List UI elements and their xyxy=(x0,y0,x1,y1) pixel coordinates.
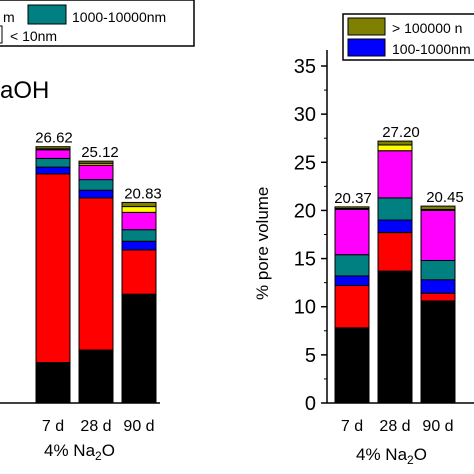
left-bar-1-seg-6 xyxy=(78,160,114,164)
right-y-tick-label-3: 15 xyxy=(294,249,316,271)
right-total-label-1: 27.20 xyxy=(382,124,420,141)
right-bar-0-seg-6 xyxy=(334,206,370,210)
left-total-label-1: 25.12 xyxy=(81,144,119,161)
right-legend-swatch-100-1000 xyxy=(347,38,386,57)
right-bar-1-seg-5 xyxy=(377,144,413,152)
right-legend-label-1: > 100000 n xyxy=(392,20,462,36)
left-bar-2-seg-6 xyxy=(121,201,157,208)
left-x-axis-label: 4% Na2O xyxy=(44,441,115,463)
right-bar-1-seg-4 xyxy=(377,150,413,199)
left-x-tick-2: 90 d xyxy=(123,418,154,435)
left-x-tick-labels: 7 d 28 d 90 d xyxy=(42,418,155,435)
right-bar-0-seg-1 xyxy=(334,285,370,329)
right-total-label-2: 20.45 xyxy=(426,189,464,206)
right-y-tick-label-5: 25 xyxy=(294,152,316,174)
right-y-tick-label-1: 5 xyxy=(305,345,316,367)
left-legend-swatch-1000-10000 xyxy=(27,4,67,25)
right-y-tick-label-6: 30 xyxy=(294,104,316,126)
right-bar-1-seg-6 xyxy=(377,140,413,146)
left-bar-0-seg-1 xyxy=(35,173,71,364)
right-bar-2-seg-0 xyxy=(420,300,456,404)
left-total-label-2: 20.83 xyxy=(124,185,162,202)
right-bar-1-seg-0 xyxy=(377,270,413,404)
right-x-tick-2: 90 d xyxy=(422,418,453,435)
left-legend-swatch-lt10 xyxy=(0,25,3,44)
left-bar-1-seg-4 xyxy=(78,164,114,181)
right-legend: > 100000 n 100-1000nm xyxy=(342,13,474,61)
right-bar-0-seg-0 xyxy=(334,327,370,404)
left-bar-0-seg-3 xyxy=(35,157,71,168)
left-bar-1-seg-3 xyxy=(78,179,114,191)
left-legend-label-3: < 10nm xyxy=(10,28,57,44)
left-bar-2-seg-3 xyxy=(121,229,157,242)
left-x-tick-0: 7 d xyxy=(42,418,64,435)
right-y-axis: 0 5 10 15 20 25 30 35 xyxy=(294,50,474,415)
left-bar-2-seg-5 xyxy=(121,206,157,213)
left-bars xyxy=(35,146,157,404)
left-legend: m 1000-10000nm < 10nm xyxy=(0,0,195,47)
right-bar-0-seg-3 xyxy=(334,254,370,277)
right-bar-2-seg-3 xyxy=(420,259,456,281)
right-bar-1-seg-2 xyxy=(377,219,413,234)
left-bar-2-seg-0 xyxy=(121,293,157,404)
left-panel-title: aOH xyxy=(0,77,49,104)
right-y-tick-label-2: 10 xyxy=(294,297,316,319)
right-bar-0-seg-2 xyxy=(334,275,370,287)
right-y-tick-label-7: 35 xyxy=(294,56,316,78)
right-bar-2-seg-6 xyxy=(420,205,456,210)
left-legend-label-2: 1000-10000nm xyxy=(72,9,166,25)
left-bar-2-seg-4 xyxy=(121,211,157,231)
left-bar-0-seg-4 xyxy=(35,149,71,159)
left-x-tick-1: 28 d xyxy=(80,418,111,435)
right-x-tick-0: 7 d xyxy=(341,418,363,435)
right-y-tick-label-4: 20 xyxy=(294,200,316,222)
left-total-labels: 26.62 25.12 20.83 xyxy=(35,130,162,203)
left-bar-1-seg-0 xyxy=(78,349,114,404)
right-bar-0-seg-4 xyxy=(334,208,370,256)
left-bar-1-seg-1 xyxy=(78,197,114,351)
left-bar-0-seg-0 xyxy=(35,362,71,404)
right-x-tick-labels: 7 d 28 d 90 d xyxy=(341,418,454,435)
right-bar-2-seg-1 xyxy=(420,292,456,302)
right-legend-label-2: 100-1000nm xyxy=(392,41,471,57)
left-bar-0-seg-2 xyxy=(35,166,71,175)
right-total-labels: 20.37 27.20 20.45 xyxy=(334,124,464,207)
left-bar-0-seg-6 xyxy=(35,146,71,150)
left-bar-1-seg-2 xyxy=(78,189,114,199)
right-bar-2-seg-2 xyxy=(420,279,456,294)
right-bar-1-seg-1 xyxy=(377,232,413,272)
right-x-axis-label: 4% Na2O xyxy=(356,445,427,467)
right-bar-1-seg-3 xyxy=(377,197,413,221)
left-total-label-0: 26.62 xyxy=(35,130,73,147)
right-y-tick-label-0: 0 xyxy=(305,393,316,415)
right-y-axis-label: % pore volume xyxy=(253,187,272,300)
right-total-label-0: 20.37 xyxy=(334,190,372,207)
right-bars xyxy=(334,140,456,404)
right-x-tick-1: 28 d xyxy=(379,418,410,435)
right-bar-2-seg-4 xyxy=(420,209,456,261)
left-legend-label-1: m xyxy=(3,9,15,25)
left-bar-2-seg-1 xyxy=(121,249,157,295)
left-bar-2-seg-2 xyxy=(121,240,157,251)
right-legend-swatch-gt100000 xyxy=(347,17,386,36)
